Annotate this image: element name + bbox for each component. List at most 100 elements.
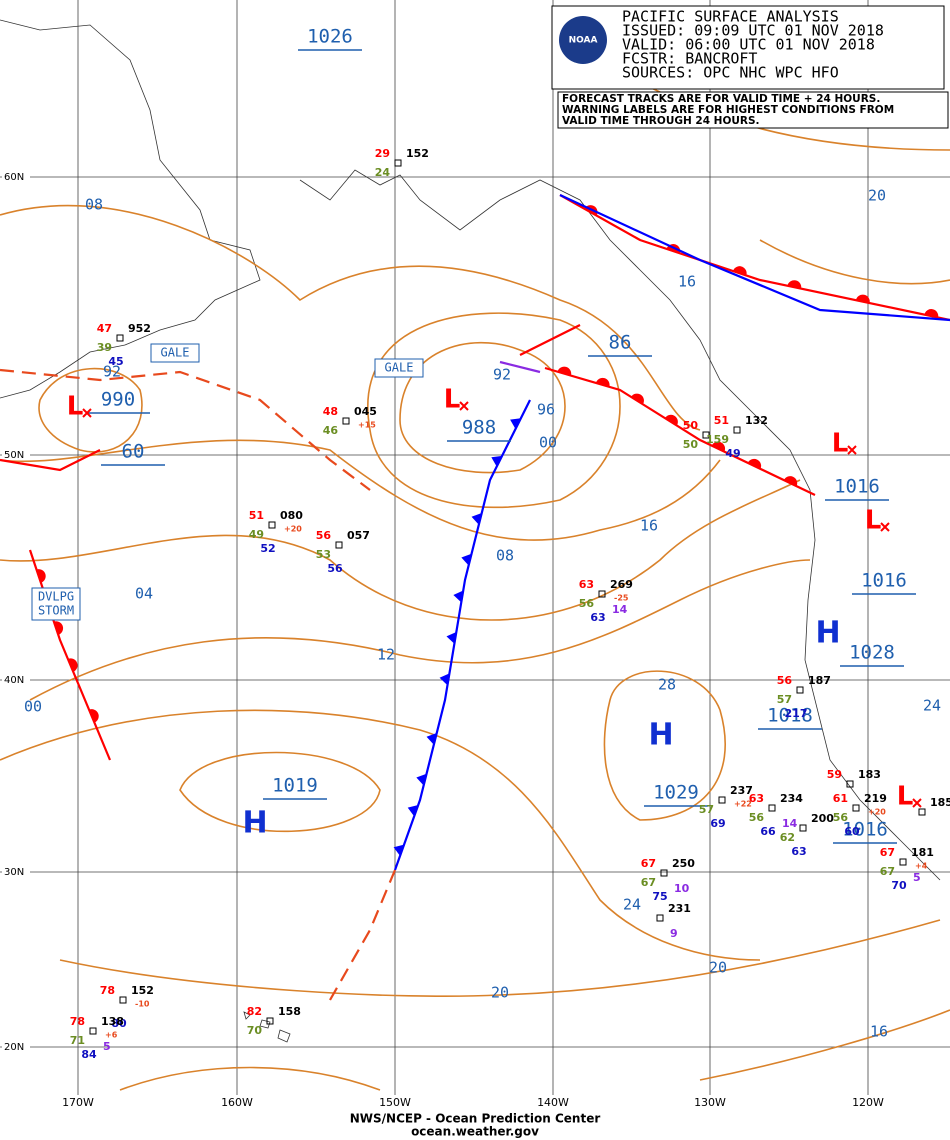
- isobar: [119, 1009, 950, 1091]
- isobar-label: 24: [923, 697, 941, 715]
- station-marker: [119, 996, 127, 1004]
- station-pressure: 231: [668, 902, 691, 915]
- warm-front-marker: [924, 309, 939, 318]
- isobar-label: 16: [678, 273, 696, 291]
- station-temp: 48: [323, 405, 338, 418]
- station-dewpoint: 56: [579, 597, 595, 610]
- warm-front-marker: [595, 377, 610, 387]
- station-temp: 63: [749, 792, 764, 805]
- footer-line: NWS/NCEP - Ocean Prediction Center: [350, 1112, 601, 1126]
- pressure-label: 1016: [861, 570, 907, 592]
- isobar: [0, 709, 761, 961]
- low-x: [459, 401, 469, 411]
- station-marker: [718, 796, 726, 804]
- map-labels: 1026990609888610161016102810181029101910…: [24, 26, 950, 1062]
- isobar-label: 12: [377, 646, 395, 664]
- cold-front-marker: [439, 673, 450, 686]
- station-marker: [656, 914, 664, 922]
- station-dewpoint: 56: [749, 811, 765, 824]
- station-sst: 60: [844, 825, 860, 838]
- isobar-label: 24: [623, 896, 641, 914]
- notice-line: WARNING LABELS ARE FOR HIGHEST CONDITION…: [562, 104, 894, 116]
- station-temp: 78: [100, 984, 115, 997]
- noaa-logo: [559, 16, 607, 64]
- pressure-label: 1028: [849, 642, 895, 664]
- station-marker: [89, 1027, 97, 1035]
- isobar: [0, 479, 801, 621]
- longitude-label: 160W: [221, 1096, 253, 1109]
- pressure-label: 1018: [767, 705, 813, 727]
- pressure-label: 1016: [842, 819, 888, 841]
- isobar: [29, 559, 811, 701]
- station-pressure: 269: [610, 578, 633, 591]
- low-center: L: [865, 506, 882, 536]
- station-pressure: 219: [864, 792, 887, 805]
- latitude-label: 50N: [4, 450, 24, 461]
- station-sst: 66: [760, 825, 776, 838]
- lat-lon-grid: 60N 50N 40N 30N 20N 170W 160W 150W 140W 130W 120W: [0, 0, 950, 1109]
- station-vis: 9: [670, 927, 678, 940]
- trough: [0, 368, 371, 491]
- warning-box: [31, 587, 81, 621]
- station-sst: 56: [327, 562, 343, 575]
- station-marker: [702, 431, 710, 439]
- station-dewpoint: 24: [375, 166, 391, 179]
- station-temp: 56: [316, 529, 332, 542]
- station-vis: 5: [103, 1040, 111, 1053]
- cold-front: [393, 399, 531, 871]
- station-temp: 56: [777, 674, 793, 687]
- notice-line: VALID TIME THROUGH 24 HOURS.: [562, 115, 760, 127]
- cold-front-marker: [407, 805, 419, 817]
- station-marker: [846, 780, 854, 788]
- header-box: NOAA PACIFIC SURFACE ANALYSIS ISSUED: 09…: [551, 5, 949, 129]
- station-marker: [598, 590, 606, 598]
- warm-front-marker: [783, 476, 798, 487]
- high-center: H: [648, 718, 673, 753]
- warm-front-marker: [787, 280, 802, 289]
- station-marker: [796, 686, 804, 694]
- station-pressure: 152: [131, 984, 154, 997]
- station-pressure: 952: [128, 322, 151, 335]
- station-pressure: 200: [811, 812, 834, 825]
- station-dewpoint: 159: [706, 433, 729, 446]
- station-marker: [266, 1017, 274, 1025]
- longitude-label: 140W: [537, 1096, 569, 1109]
- station-temp: 82: [247, 1005, 262, 1018]
- latitude-label: 30N: [4, 867, 24, 878]
- cold-front-marker: [446, 631, 457, 644]
- station-marker: [899, 858, 907, 866]
- low-x: [880, 522, 890, 532]
- warning-label: GALE: [385, 361, 414, 375]
- pressure-label: 60: [122, 441, 145, 463]
- station-pressure: 181: [911, 846, 934, 859]
- warm-front-marker: [631, 393, 644, 405]
- low-x: [912, 798, 922, 808]
- station-temp: 67: [880, 846, 895, 859]
- cold-front-marker: [393, 844, 405, 856]
- station-tendency: +20: [284, 525, 302, 534]
- station-dewpoint: 67: [641, 876, 656, 889]
- station-dewpoint: 46: [323, 424, 339, 437]
- warm-front-marker: [732, 266, 747, 276]
- isobar-label: 96: [537, 401, 555, 419]
- station-temp: 47: [97, 322, 112, 335]
- isobar-label: 08: [496, 547, 514, 565]
- cold-front-marker: [461, 553, 472, 566]
- station-dewpoint: 62: [780, 831, 795, 844]
- header-line: ISSUED: 09:09 UTC 01 NOV 2018: [622, 22, 884, 40]
- pressure-label: 1026: [307, 26, 353, 48]
- warning-box: [150, 343, 200, 363]
- pressure-label: 988: [462, 417, 496, 439]
- station-dewpoint: 57: [777, 693, 792, 706]
- station-tendency: +4: [915, 862, 928, 871]
- station-marker: [733, 426, 741, 434]
- latitude-label-box: [2, 673, 30, 687]
- station-sst: 49: [725, 447, 740, 460]
- longitude-label: 130W: [694, 1096, 726, 1109]
- isobar: [179, 751, 381, 833]
- low-x: [82, 408, 92, 418]
- station-dewpoint: 39: [97, 341, 112, 354]
- occluded-front: [499, 360, 541, 374]
- station-tendency: -25: [614, 594, 629, 603]
- station-marker: [768, 804, 776, 812]
